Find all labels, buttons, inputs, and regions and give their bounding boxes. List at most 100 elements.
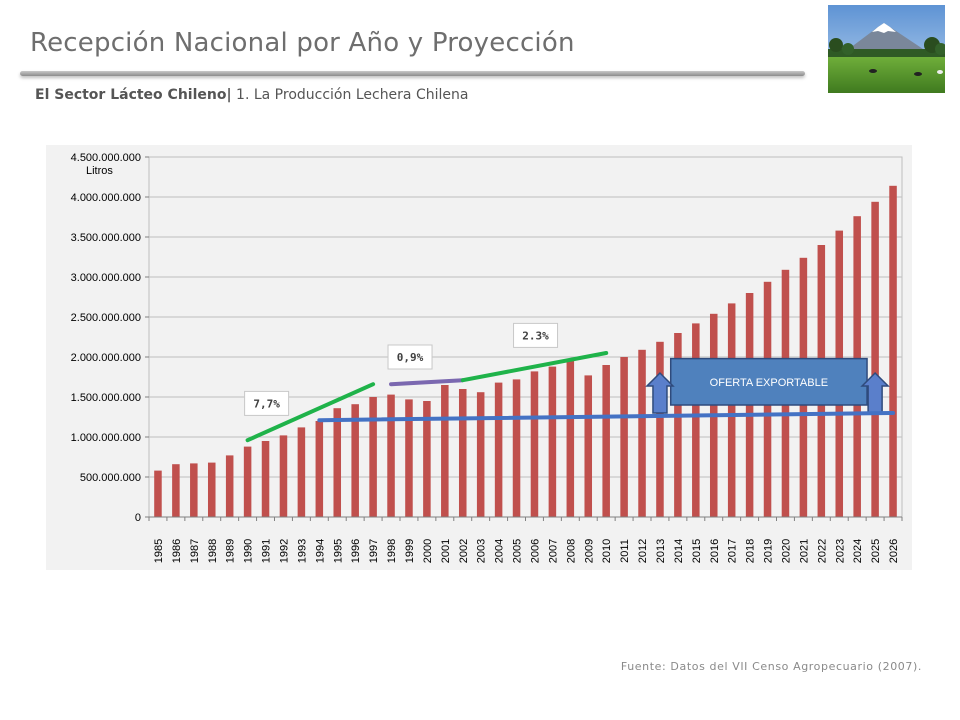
x-tick-label: 1995	[332, 539, 344, 563]
x-tick-label: 2022	[816, 539, 828, 563]
bar	[441, 385, 449, 517]
x-tick-label: 1985	[153, 539, 165, 563]
bar	[261, 441, 270, 517]
x-tick-label: 2023	[834, 539, 846, 563]
x-tick-label: 1991	[261, 539, 273, 563]
x-tick-label: 1994	[314, 539, 326, 563]
export-offer-label: OFERTA EXPORTABLE	[710, 377, 828, 389]
base-trend-line	[317, 411, 896, 423]
x-tick-label: 2002	[458, 539, 470, 563]
x-tick-label: 2004	[494, 539, 506, 563]
growth-trend-line	[460, 351, 609, 383]
bar	[405, 399, 413, 517]
y-tick-label: 1.000.000.000	[71, 432, 141, 444]
x-tick-label: 2026	[888, 539, 900, 563]
bar	[548, 366, 557, 517]
bar	[727, 303, 736, 517]
bar	[387, 394, 395, 517]
volcano-landscape-photo	[828, 5, 945, 93]
bar	[889, 185, 897, 518]
bar	[154, 470, 162, 517]
x-tick-label: 2015	[691, 539, 703, 563]
bar	[315, 421, 324, 517]
x-tick-label: 2019	[763, 539, 775, 563]
bar	[584, 375, 593, 517]
bar	[674, 333, 682, 517]
bar	[530, 371, 539, 517]
growth-rate-label: 2.3%	[522, 329, 549, 342]
y-tick-label: 2.000.000.000	[71, 352, 141, 364]
y-tick-label: 4.500.000.000	[71, 152, 141, 164]
bar	[333, 408, 342, 517]
x-tick-label: 2021	[798, 539, 810, 563]
y-tick-label: 3.500.000.000	[71, 232, 141, 244]
x-tick-label: 2020	[780, 539, 792, 563]
x-tick-label: 1998	[386, 539, 398, 563]
bar	[620, 357, 628, 517]
bar	[512, 379, 521, 517]
bar	[225, 455, 234, 517]
x-tick-label: 1986	[171, 539, 183, 563]
y-tick-label: 0	[135, 512, 141, 524]
y-tick-label: 500.000.000	[80, 472, 141, 484]
x-tick-label: 2005	[512, 539, 524, 563]
growth-rate-box	[244, 390, 290, 416]
bar	[297, 427, 306, 517]
up-arrow-icon	[645, 371, 675, 414]
x-tick-label: 2018	[745, 539, 757, 563]
x-tick-label: 2001	[440, 539, 452, 563]
up-arrow-icon	[860, 371, 890, 414]
bar	[190, 463, 198, 517]
growth-rate-box	[513, 322, 559, 348]
bar	[476, 392, 485, 517]
x-tick-label: 2014	[673, 539, 685, 563]
subtitle-chapter: 1. La Producción Lechera Chilena	[231, 87, 469, 103]
growth-rate-box	[387, 344, 433, 370]
x-tick-label: 2011	[619, 539, 631, 563]
x-tick-label: 2024	[852, 539, 864, 563]
bar	[369, 397, 377, 517]
growth-trend-line	[245, 382, 376, 443]
title-divider	[20, 71, 805, 76]
growth-rate-label: 7,7%	[253, 397, 280, 410]
x-tick-label: 2007	[547, 539, 559, 563]
x-tick-label: 2009	[583, 539, 595, 563]
x-tick-label: 1990	[243, 539, 255, 563]
x-tick-label: 1989	[225, 539, 237, 563]
x-tick-label: 1996	[350, 539, 362, 563]
y-tick-label: 1.500.000.000	[71, 392, 141, 404]
bar	[351, 404, 359, 517]
x-tick-label: 2025	[870, 539, 882, 563]
bar	[423, 401, 431, 517]
bar	[566, 360, 575, 517]
bar	[692, 323, 700, 517]
x-tick-label: 2013	[655, 539, 667, 563]
y-axis-label: Litros	[86, 165, 113, 177]
bar	[243, 446, 252, 517]
x-tick-label: 2006	[529, 539, 541, 563]
bar	[494, 382, 503, 517]
page-title: Recepción Nacional por Año y Proyección	[30, 28, 575, 58]
x-tick-label: 2012	[637, 539, 649, 563]
x-tick-label: 2016	[709, 539, 721, 563]
y-tick-label: 2.500.000.000	[71, 312, 141, 324]
bar	[458, 389, 467, 517]
x-tick-label: 2008	[565, 539, 577, 563]
bar	[602, 365, 610, 517]
x-tick-label: 1993	[296, 539, 308, 563]
bar	[871, 201, 879, 518]
x-tick-label: 1987	[189, 539, 201, 563]
x-tick-label: 1992	[278, 539, 290, 563]
x-tick-label: 2010	[601, 539, 613, 563]
bar	[656, 341, 664, 517]
y-tick-label: 3.000.000.000	[71, 272, 141, 284]
y-tick-label: 4.000.000.000	[71, 192, 141, 204]
x-tick-label: 1988	[207, 539, 219, 563]
growth-rate-label: 0,9%	[397, 351, 424, 364]
milk-reception-chart: 0 500.000.000 1.000.000.000 1.500.000.000 2.…	[46, 145, 912, 570]
x-tick-label: 1999	[404, 539, 416, 563]
x-tick-label: 2000	[422, 539, 434, 563]
bar	[207, 462, 216, 517]
bar	[638, 349, 646, 517]
flat-trend-line	[389, 378, 465, 387]
